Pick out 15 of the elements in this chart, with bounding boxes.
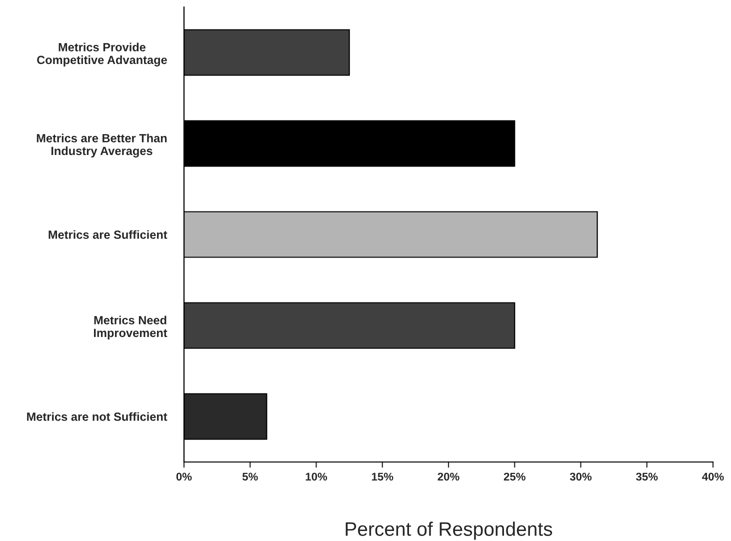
- x-tick-label: 20%: [438, 472, 460, 481]
- x-tick-label: 0%: [176, 472, 192, 481]
- x-axis-title: Percent of Respondents: [346, 522, 552, 540]
- y-tick-label: Metrics are Better Than Industry Averages: [36, 134, 167, 158]
- y-tick-label: Metrics are Sufficient: [48, 230, 168, 239]
- y-tick-label: Metrics Provide Competitive Advantage: [37, 42, 167, 66]
- y-tick-label: Metrics are not Sufficient: [27, 412, 168, 421]
- x-tick-label: 25%: [504, 472, 526, 481]
- x-tick-label: 15%: [372, 472, 394, 481]
- x-tick-label: 10%: [306, 472, 328, 481]
- x-tick-label: 40%: [702, 472, 724, 481]
- y-tick-label: Metrics Need Improvement: [94, 316, 168, 340]
- x-tick-label: 30%: [570, 472, 592, 481]
- x-tick-label: 35%: [636, 472, 658, 481]
- x-tick-label: 5%: [242, 472, 258, 481]
